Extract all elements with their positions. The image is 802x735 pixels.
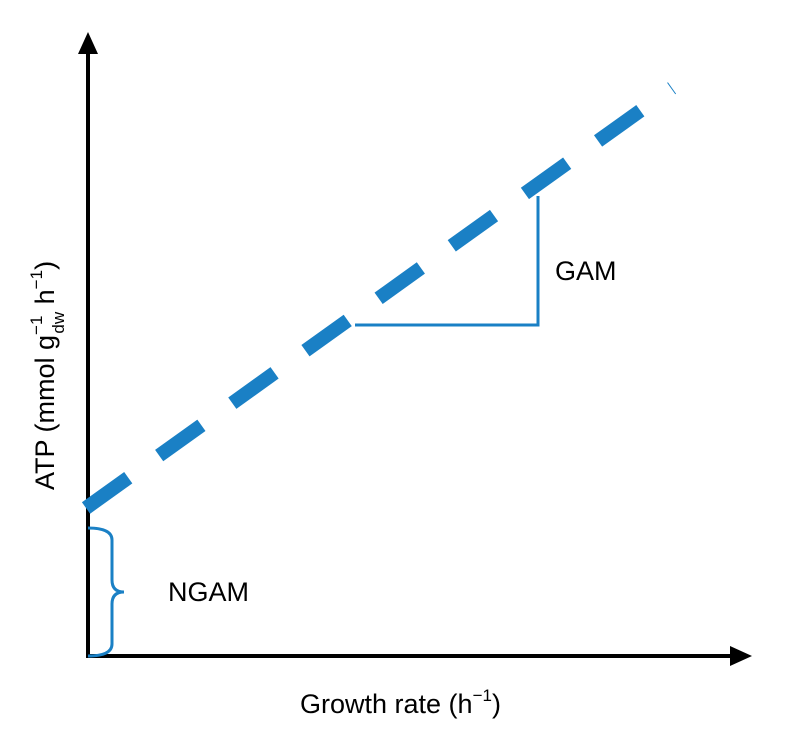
- y-axis-title: ATP (mmol g−1 dw h−1): [27, 261, 68, 490]
- x-axis-title-close: ): [492, 689, 501, 719]
- ngam-label: NGAM: [168, 577, 249, 607]
- x-axis-title-exponent: −1: [473, 686, 492, 705]
- y-axis-title-exp2: −1: [27, 270, 46, 289]
- x-axis-title: Growth rate (h−1): [300, 686, 501, 719]
- gam-slope-marker: [355, 196, 540, 327]
- gam-label: GAM: [555, 256, 617, 286]
- y-axis-arrowhead: [78, 32, 98, 54]
- y-axis-title-exp1: −1: [27, 316, 46, 335]
- y-axis-title-close: ): [30, 261, 60, 270]
- x-axis-title-base: Growth rate (h: [300, 689, 473, 719]
- ngam-brace: [87, 526, 125, 658]
- y-axis-title-lead: ATP (mmol g: [30, 335, 60, 490]
- atp-dashed-line: [81, 82, 677, 514]
- x-axis-arrowhead: [730, 646, 752, 666]
- y-axis-title-mid: h: [30, 289, 60, 312]
- y-axis-title-subscript: dw: [49, 311, 68, 333]
